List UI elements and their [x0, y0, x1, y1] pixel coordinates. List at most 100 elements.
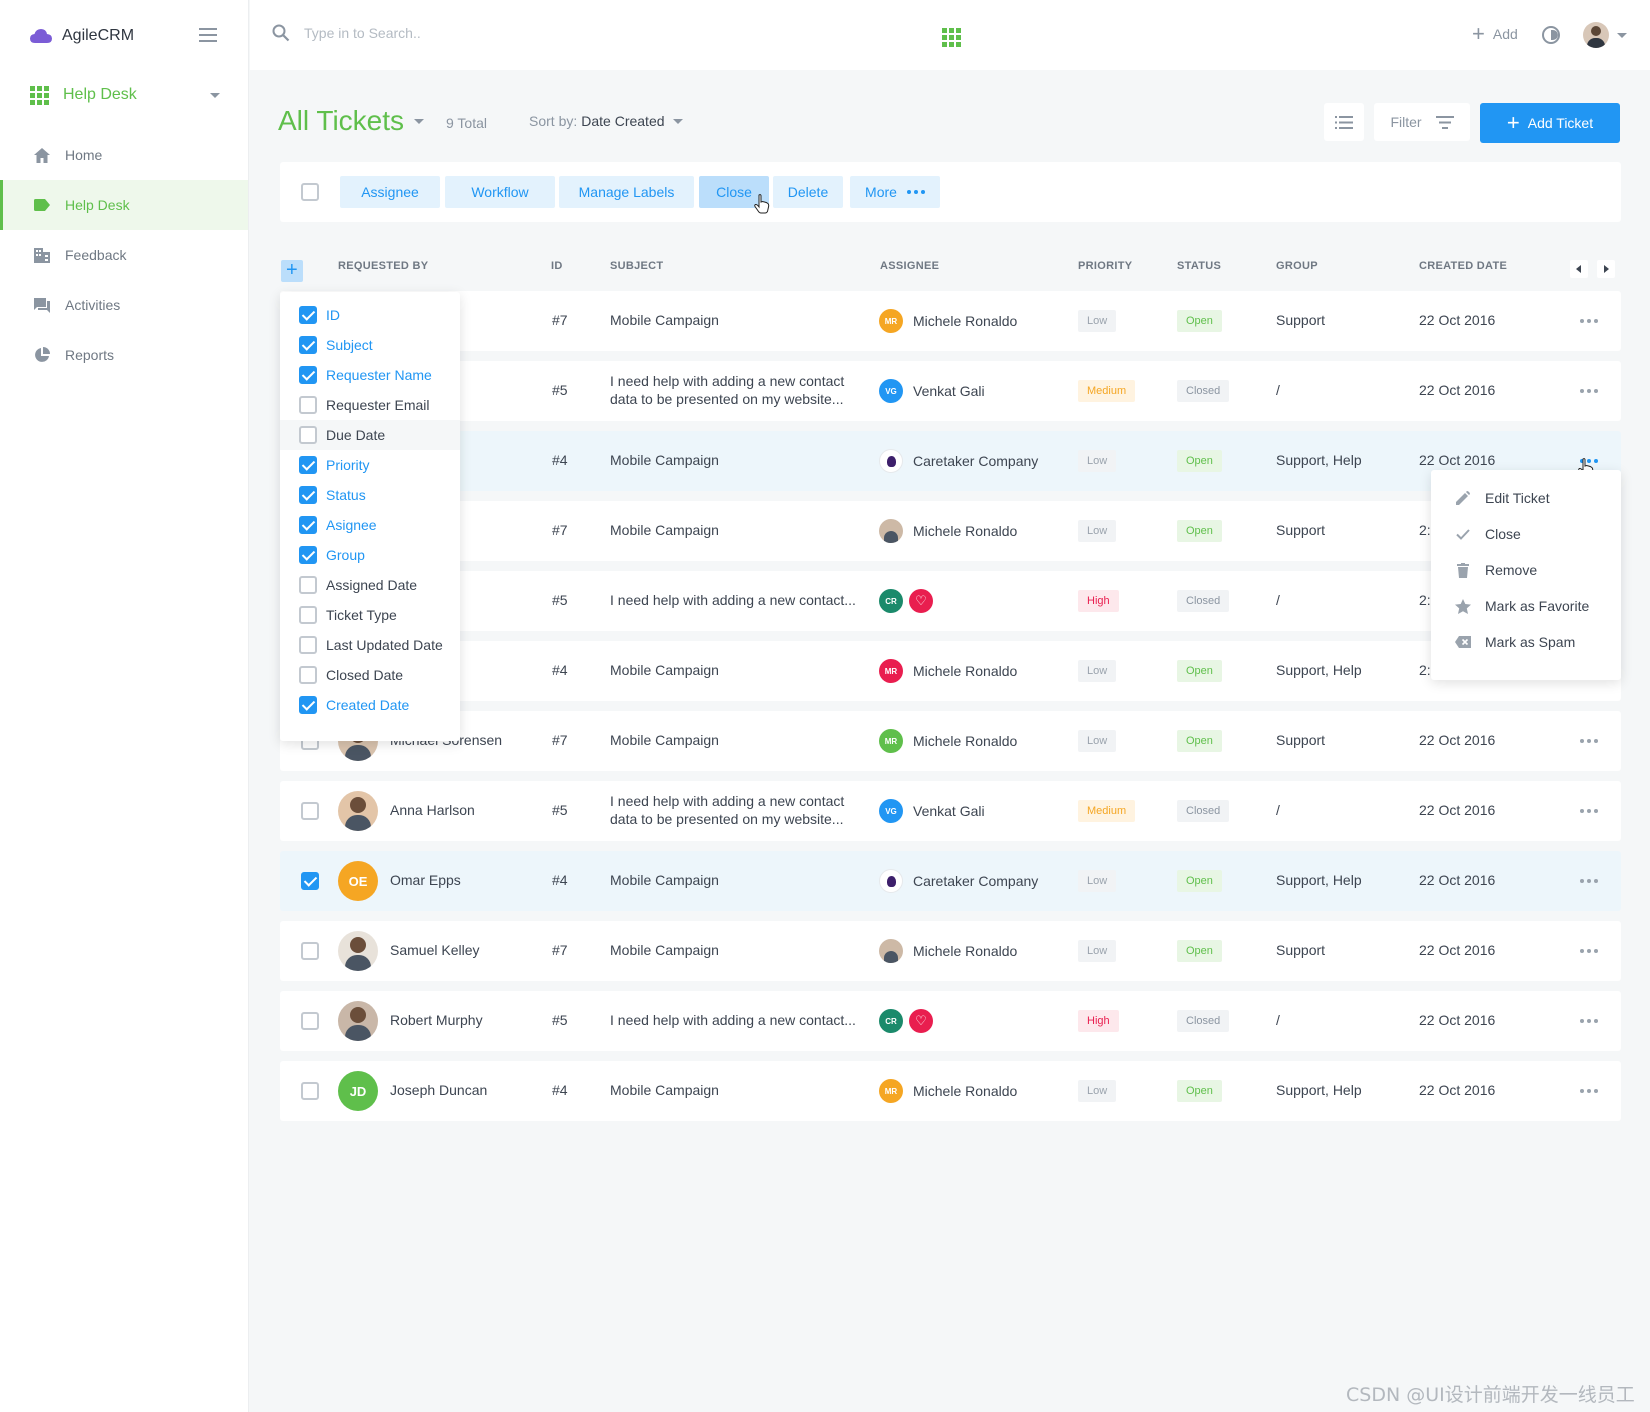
col-group[interactable]: GROUP	[1276, 260, 1318, 272]
ticket-subject[interactable]: Mobile Campaign	[610, 942, 719, 958]
column-option-subject[interactable]: Subject	[280, 330, 460, 360]
add-button[interactable]: + Add	[1472, 23, 1518, 45]
search-input[interactable]	[304, 25, 604, 41]
row-more-icon[interactable]	[1580, 949, 1598, 953]
add-ticket-button[interactable]: + Add Ticket	[1480, 103, 1620, 143]
table-row[interactable]: Anna Harlson #5 I need help with adding …	[280, 781, 1621, 841]
table-row[interactable]: JD Joseph Duncan #4 Mobile Campaign MR M…	[280, 1061, 1621, 1121]
scroll-right-icon[interactable]	[1597, 260, 1615, 278]
column-option-status[interactable]: Status	[280, 480, 460, 510]
column-checkbox[interactable]	[299, 606, 317, 624]
row-more-icon[interactable]	[1580, 809, 1598, 813]
table-row[interactable]: Samuel Kelley #7 Mobile Campaign Michele…	[280, 921, 1621, 981]
row-more-icon[interactable]	[1580, 879, 1598, 883]
row-more-icon[interactable]	[1580, 459, 1598, 463]
column-option-ticket-type[interactable]: Ticket Type	[280, 600, 460, 630]
column-checkbox[interactable]	[299, 546, 317, 564]
row-checkbox[interactable]	[301, 1012, 319, 1030]
row-checkbox[interactable]	[301, 942, 319, 960]
workflow-button[interactable]: Workflow	[445, 176, 555, 208]
column-option-priority[interactable]: Priority	[280, 450, 460, 480]
column-checkbox[interactable]	[299, 426, 317, 444]
ticket-subject[interactable]: Mobile Campaign	[610, 1082, 719, 1098]
table-row[interactable]: Robert Murphy #5 I need help with adding…	[280, 991, 1621, 1051]
search-icon[interactable]	[272, 24, 290, 42]
menu-item-mark-spam[interactable]: Mark as Spam	[1431, 624, 1621, 660]
row-checkbox[interactable]	[301, 872, 319, 890]
column-checkbox[interactable]	[299, 396, 317, 414]
ticket-subject[interactable]: I need help with adding a new contact dat…	[610, 792, 844, 828]
row-checkbox[interactable]	[301, 802, 319, 820]
sort-dropdown[interactable]: Sort by: Date Created	[529, 113, 683, 129]
column-option-due-date[interactable]: Due Date	[280, 420, 460, 450]
column-option-assignee[interactable]: Asignee	[280, 510, 460, 540]
module-switcher[interactable]: Help Desk	[30, 84, 220, 106]
column-checkbox[interactable]	[299, 486, 317, 504]
row-more-icon[interactable]	[1580, 1089, 1598, 1093]
user-avatar[interactable]	[1583, 22, 1609, 48]
sidebar-item-help-desk[interactable]: Help Desk	[0, 180, 248, 230]
column-option-requester-name[interactable]: Requester Name	[280, 360, 460, 390]
column-option-group[interactable]: Group	[280, 540, 460, 570]
column-checkbox[interactable]	[299, 516, 317, 534]
table-row[interactable]: Michael Sorensen #7 Mobile Campaign MR M…	[280, 711, 1621, 771]
col-requested-by[interactable]: REQUESTED BY	[338, 260, 429, 272]
sidebar-item-feedback[interactable]: Feedback	[0, 230, 248, 280]
brand[interactable]: AgileCRM	[30, 24, 134, 48]
table-row[interactable]: #4 Mobile Campaign Caretaker Company Low…	[280, 431, 1621, 491]
ticket-subject[interactable]: I need help with adding a new contact dat…	[610, 372, 844, 408]
column-checkbox[interactable]	[299, 666, 317, 684]
ticket-subject[interactable]: Mobile Campaign	[610, 732, 719, 748]
menu-item-remove[interactable]: Remove	[1431, 552, 1621, 588]
row-checkbox[interactable]	[301, 1082, 319, 1100]
menu-item-close[interactable]: Close	[1431, 516, 1621, 552]
ticket-subject[interactable]: I need help with adding a new contact...	[610, 592, 856, 608]
column-option-assigned-date[interactable]: Assigned Date	[280, 570, 460, 600]
select-all-checkbox[interactable]	[301, 183, 319, 201]
apps-grid-icon[interactable]	[942, 28, 961, 47]
ticket-subject[interactable]: Mobile Campaign	[610, 452, 719, 468]
table-row[interactable]: rphy #5 I need help with adding a new co…	[280, 571, 1621, 631]
column-checkbox[interactable]	[299, 456, 317, 474]
ticket-subject[interactable]: Mobile Campaign	[610, 872, 719, 888]
menu-item-edit-ticket[interactable]: Edit Ticket	[1431, 480, 1621, 516]
menu-toggle-icon[interactable]	[199, 28, 217, 42]
table-row[interactable]: ley #7 Mobile Campaign Michele Ronaldo L…	[280, 501, 1621, 561]
scroll-left-icon[interactable]	[1570, 260, 1588, 278]
ticket-subject[interactable]: I need help with adding a new contact...	[610, 1012, 856, 1028]
filter-button[interactable]: Filter	[1374, 103, 1470, 141]
list-view-button[interactable]	[1324, 103, 1364, 141]
column-checkbox[interactable]	[299, 696, 317, 714]
view-selector[interactable]: All Tickets	[278, 105, 425, 137]
ticket-subject[interactable]: Mobile Campaign	[610, 522, 719, 538]
sidebar-item-activities[interactable]: Activities	[0, 280, 248, 330]
column-checkbox[interactable]	[299, 306, 317, 324]
column-checkbox[interactable]	[299, 366, 317, 384]
column-option-last-updated-date[interactable]: Last Updated Date	[280, 630, 460, 660]
add-column-button[interactable]: +	[281, 260, 303, 282]
column-option-requester-email[interactable]: Requester Email	[280, 390, 460, 420]
col-priority[interactable]: PRIORITY	[1078, 260, 1133, 272]
more-button[interactable]: More	[850, 176, 940, 208]
col-id[interactable]: ID	[551, 260, 563, 272]
manage-labels-button[interactable]: Manage Labels	[559, 176, 694, 208]
table-row[interactable]: OE Omar Epps #4 Mobile Campaign Caretake…	[280, 851, 1621, 911]
column-option-id[interactable]: ID	[280, 300, 460, 330]
col-created-date[interactable]: CREATED DATE	[1419, 260, 1508, 272]
ticket-subject[interactable]: Mobile Campaign	[610, 662, 719, 678]
row-more-icon[interactable]	[1580, 1019, 1598, 1023]
table-row[interactable]: on #5 I need help with adding a new cont…	[280, 361, 1621, 421]
column-option-closed-date[interactable]: Closed Date	[280, 660, 460, 690]
delete-button[interactable]: Delete	[773, 176, 843, 208]
row-more-icon[interactable]	[1580, 739, 1598, 743]
menu-item-mark-favorite[interactable]: Mark as Favorite	[1431, 588, 1621, 624]
column-checkbox[interactable]	[299, 576, 317, 594]
table-row[interactable]: rensen #7 Mobile Campaign MR Michele Ron…	[280, 291, 1621, 351]
column-checkbox[interactable]	[299, 636, 317, 654]
history-icon[interactable]	[1542, 26, 1560, 44]
chevron-down-icon[interactable]	[1617, 33, 1627, 38]
close-button[interactable]: Close	[699, 176, 769, 208]
sidebar-item-reports[interactable]: Reports	[0, 330, 248, 380]
col-subject[interactable]: SUBJECT	[610, 260, 664, 272]
row-more-icon[interactable]	[1580, 389, 1598, 393]
